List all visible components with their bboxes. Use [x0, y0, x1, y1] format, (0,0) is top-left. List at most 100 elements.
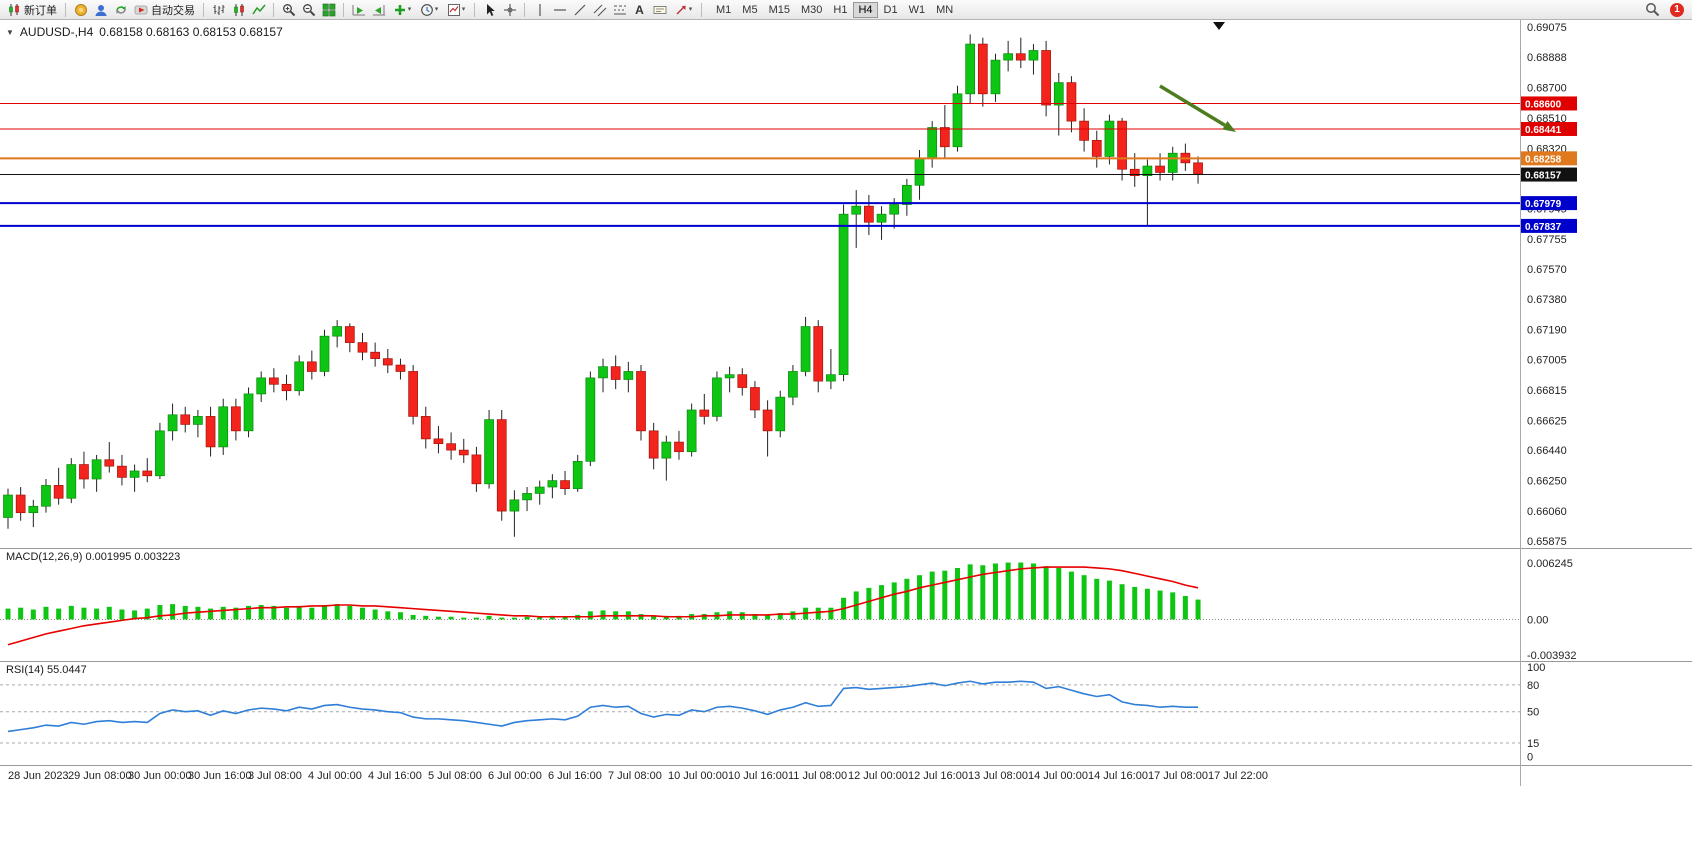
new-order-label: 新订单: [24, 4, 57, 17]
community-icon: [74, 3, 87, 16]
bar-chart-button[interactable]: [209, 1, 228, 19]
rsi-axis-label: 0: [1527, 751, 1533, 763]
toolbar-separator: [273, 2, 274, 17]
svg-text:28 Jun 2023: 28 Jun 2023: [8, 770, 69, 782]
macd-axis-label: 0.006245: [1527, 558, 1573, 570]
channel-button[interactable]: [590, 1, 609, 19]
timeframe-w1-button[interactable]: W1: [904, 2, 931, 18]
timeframe-m30-button[interactable]: M30: [796, 2, 827, 18]
svg-text:0.68157: 0.68157: [1525, 171, 1562, 182]
equidistant-channel-icon: [593, 4, 606, 16]
zoom-in-icon: [282, 3, 295, 16]
svg-text:11 Jul 08:00: 11 Jul 08:00: [788, 770, 847, 782]
price-level-tag: [1521, 151, 1577, 166]
tile-windows-button[interactable]: [319, 1, 338, 19]
candlestick-chart-button[interactable]: [229, 1, 248, 19]
svg-text:7 Jul 08:00: 7 Jul 08:00: [608, 770, 662, 782]
market-icon: [95, 4, 106, 16]
market-button[interactable]: [91, 1, 110, 19]
line-chart-button[interactable]: [249, 1, 268, 19]
svg-text:0.67005: 0.67005: [1527, 354, 1567, 366]
horizontal-line-button[interactable]: [550, 1, 569, 19]
svg-text:14 Jul 00:00: 14 Jul 00:00: [1028, 770, 1088, 782]
timeframe-m5-button[interactable]: M5: [737, 2, 762, 18]
templates-button[interactable]: ▾: [443, 1, 469, 19]
price-level-tag: [1521, 167, 1577, 182]
candlestick-icon: [233, 3, 244, 16]
price-axis-labels: 0.690750.688880.687000.685100.683200.679…: [1521, 22, 1577, 548]
cursor-icon: [486, 3, 495, 16]
chart-shift-icon: [372, 4, 385, 15]
timeframe-m1-button[interactable]: M1: [711, 2, 736, 18]
algo-trading-icon: [134, 5, 148, 14]
svg-text:14 Jul 16:00: 14 Jul 16:00: [1088, 770, 1148, 782]
svg-text:0.68700: 0.68700: [1527, 82, 1567, 94]
line-chart-icon: [251, 4, 266, 14]
price-level-lines: [0, 102, 1520, 227]
timeframe-d1-button[interactable]: D1: [879, 2, 903, 18]
svg-text:30 Jun 00:00: 30 Jun 00:00: [128, 770, 192, 782]
refresh-button[interactable]: [111, 1, 130, 19]
price-level-tag: [1521, 196, 1577, 211]
periods-button[interactable]: ▾: [416, 1, 442, 19]
macd-axis-label: 0.00: [1527, 614, 1548, 626]
chevron-down-icon: ▾: [407, 6, 412, 13]
chart-title: ▼ AUDUSD-,H4 0.68158 0.68163 0.68153 0.6…: [6, 25, 283, 39]
shapes-button[interactable]: ▾: [670, 1, 696, 19]
svg-text:0.66060: 0.66060: [1527, 506, 1567, 518]
svg-text:12 Jul 00:00: 12 Jul 00:00: [848, 770, 908, 782]
chart-shift-button[interactable]: [369, 1, 388, 19]
vertical-line-icon: [538, 3, 541, 16]
zoom-out-button[interactable]: [299, 1, 318, 19]
chart-ohlc-label: 0.68158 0.68163 0.68153 0.68157: [99, 25, 283, 39]
svg-text:0.67755: 0.67755: [1527, 234, 1567, 246]
label-button[interactable]: [650, 1, 669, 19]
text-button[interactable]: A: [630, 1, 649, 19]
indicators-button[interactable]: ▾: [389, 1, 415, 19]
zoom-in-button[interactable]: [279, 1, 298, 19]
crosshair-button[interactable]: [500, 1, 519, 19]
timeframe-h4-button[interactable]: H4: [853, 1, 878, 18]
label-icon: [653, 5, 666, 14]
fibonacci-button[interactable]: [610, 1, 629, 19]
crosshair-icon: [503, 3, 516, 16]
new-order-button[interactable]: 新订单: [4, 1, 60, 19]
rsi-axis-label: 15: [1527, 738, 1539, 750]
search-button[interactable]: [1643, 1, 1662, 19]
cursor-button[interactable]: [480, 1, 499, 19]
tile-windows-icon: [322, 3, 335, 16]
toolbar-separator: [474, 2, 475, 17]
toolbar-separator: [203, 2, 204, 17]
vertical-line-button[interactable]: [530, 1, 549, 19]
svg-text:10 Jul 16:00: 10 Jul 16:00: [728, 770, 788, 782]
macd-histogram: [5, 562, 1201, 620]
timeframe-h1-button[interactable]: H1: [828, 2, 852, 18]
notification-badge[interactable]: 1: [1670, 2, 1684, 17]
svg-text:0.66625: 0.66625: [1527, 415, 1567, 427]
rsi-line: [7, 680, 1199, 733]
svg-text:0.68441: 0.68441: [1525, 125, 1562, 136]
community-button[interactable]: [71, 1, 90, 19]
svg-text:6 Jul 00:00: 6 Jul 00:00: [488, 770, 542, 782]
svg-text:17 Jul 08:00: 17 Jul 08:00: [1148, 770, 1208, 782]
svg-text:0.65875: 0.65875: [1527, 536, 1567, 548]
chevron-down-icon: ▾: [461, 6, 466, 13]
timeframe-m15-button[interactable]: M15: [764, 2, 795, 18]
price-level-tag: [1521, 96, 1577, 111]
refresh-icon: [115, 5, 126, 14]
svg-text:0.67837: 0.67837: [1525, 222, 1562, 233]
rsi-axis-label: 80: [1527, 680, 1539, 692]
auto-scroll-button[interactable]: [349, 1, 368, 19]
one-click-expand-icon[interactable]: ▼: [6, 27, 14, 37]
svg-text:0.67979: 0.67979: [1525, 199, 1562, 210]
rsi-indicator-label: RSI(14) 55.0447: [6, 664, 87, 676]
timeframe-mn-button[interactable]: MN: [931, 2, 958, 18]
annotation-arrow[interactable]: [1159, 84, 1236, 132]
price-level-tag: [1521, 121, 1577, 136]
algo-trading-button[interactable]: 自动交易: [131, 1, 198, 19]
toolbar-separator: [65, 2, 66, 17]
svg-text:17 Jul 22:00: 17 Jul 22:00: [1208, 770, 1268, 782]
trendline-button[interactable]: [570, 1, 589, 19]
